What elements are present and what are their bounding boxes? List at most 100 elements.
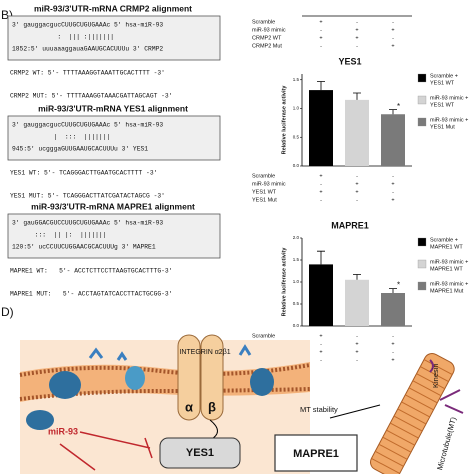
legend-swatch <box>417 117 427 127</box>
alignments: miR-93/3'UTR-mRNA CRMP2 alignment 3' gaug… <box>7 3 221 298</box>
table-cell: - <box>320 341 322 347</box>
alignment-box <box>7 115 221 161</box>
table-cell: + <box>319 173 322 179</box>
table-cell: + <box>355 341 358 347</box>
table-cell: + <box>391 341 394 347</box>
legend-label: miR-93 mimic + <box>430 117 468 123</box>
table-row-label: YES1 WT <box>252 189 277 195</box>
error-bar <box>389 288 397 293</box>
kinesin-label: Kinesin <box>431 363 440 388</box>
arrow <box>329 404 381 419</box>
protein <box>26 410 54 430</box>
table-cell: - <box>320 27 322 33</box>
legend-swatch <box>417 259 427 269</box>
beta-label: β <box>208 399 216 414</box>
error-bar <box>389 109 397 115</box>
kinesin-shape <box>429 359 464 414</box>
alignment-line: 3' gauGGACGUCCUUGCUGUGAAAc 5' hsa-miR-93 <box>12 220 163 227</box>
table-row-label: CRMP2 Mut <box>252 43 282 49</box>
panel-d: D) INTEGRIN α2β1 α β YES1 miR-93 MAPRE1 … <box>1 305 464 474</box>
wt-sequence: CRMP2 WT: 5'- TTTTAAAGGTAAATTGCACTTTT -3… <box>10 70 165 77</box>
y-tick-label: 1.5 <box>293 257 300 262</box>
microtubule-label: Microtubule(MT) <box>435 415 458 471</box>
bar <box>345 99 369 166</box>
alignment-line: 120:5' ucCCUUCUGGAACGCACUUUg 3' MAPRE1 <box>12 244 156 251</box>
mirna-label: miR-93 <box>48 426 78 436</box>
y-tick-label: 0.5 <box>293 134 300 139</box>
table-cell: - <box>356 197 358 203</box>
legend-swatch <box>417 73 427 83</box>
table-row-label: miR-93 mimic <box>252 181 286 187</box>
table-cell: - <box>320 181 322 187</box>
integrin-label: INTEGRIN α2β1 <box>179 349 230 356</box>
legend-label: YES1 WT <box>430 80 455 86</box>
table-cell: + <box>391 27 394 33</box>
mut-sequence: CRMP2 MUT: 5'- TTTTAAAGGTAAACGATTAGCAGT … <box>10 93 173 100</box>
microtubule <box>370 353 455 474</box>
table-cell: + <box>355 27 358 33</box>
legend-label: miR-93 mimic + <box>430 281 468 287</box>
y-tick-label: 0.0 <box>293 323 300 328</box>
alpha-label: α <box>185 399 193 414</box>
table-cell: - <box>392 333 394 339</box>
alignment-line: 1852:5' uuuaaaggauaGAAUGCACUUUu 3' CRMP2 <box>12 46 163 53</box>
error-bar <box>317 81 325 91</box>
table-cell: - <box>356 19 358 25</box>
table-cell: - <box>356 333 358 339</box>
mut-sequence: MAPRE1 MUT: 5'- ACCTAGTATCACCTTACTGCGG-3… <box>10 291 173 298</box>
error-bar <box>353 92 361 100</box>
table-cell: - <box>392 173 394 179</box>
mut-sequence: YES1 MUT: 5'- TCAGGGACTTATCGATACTAGCG -3… <box>10 193 165 200</box>
alignment-line: 945:5' ucgggaGUUGAAUGCACUUUu 3' YES1 <box>12 146 148 153</box>
mt-stability-label: MT stability <box>300 405 338 414</box>
y-tick-label: 2.0 <box>293 235 300 240</box>
table-row-label: Scramble <box>252 173 275 179</box>
inhibition <box>59 431 153 471</box>
bar <box>381 114 405 166</box>
y-tick-label: 1.0 <box>293 279 300 284</box>
chart-title: YES1 <box>338 56 361 66</box>
legend-swatch <box>417 237 427 247</box>
y-tick-label: 0.5 <box>293 301 300 306</box>
table-cell: + <box>391 181 394 187</box>
table-cell: + <box>319 35 322 41</box>
y-axis-label: Relative luciferase activity <box>281 247 287 317</box>
table-cell: + <box>319 333 322 339</box>
significance: * <box>397 281 400 290</box>
y-axis-label: Relative luciferase activity <box>281 85 287 155</box>
table-row-label: miR-93 mimic <box>252 27 286 33</box>
integrin-beta <box>200 334 224 421</box>
legend-label: MAPRE1 Mut <box>430 288 464 294</box>
legend-label: YES1 Mut <box>430 124 455 130</box>
table-row-label: Scramble <box>252 333 275 339</box>
alignment-line: ::: || |: ||||||| <box>12 232 106 239</box>
legend-label: Scramble + <box>430 73 458 79</box>
table-cell: - <box>392 19 394 25</box>
wt-sequence: YES1 WT: 5'- TCAGGGACTTGAATGCACTTTT -3' <box>10 170 157 177</box>
legend-label: YES1 WT <box>430 102 455 108</box>
table-cell: + <box>319 19 322 25</box>
table-row-label: CRMP2 WT <box>252 35 282 41</box>
chart-title: MAPRE1 <box>331 220 369 230</box>
y-tick-label: 1.0 <box>293 106 300 111</box>
table-cell: - <box>392 189 394 195</box>
significance: * <box>397 102 400 111</box>
table-cell: - <box>356 173 358 179</box>
microtubule-stripes <box>371 359 453 474</box>
mapre1-label: MAPRE1 <box>293 448 339 460</box>
legend-swatch <box>417 281 427 291</box>
legend-swatch <box>417 95 427 105</box>
legend-label: MAPRE1 WT <box>430 244 463 250</box>
table-cell: + <box>355 35 358 41</box>
alignment-title: miR-93/3'UTR-mRNA MAPRE1 alignment <box>31 201 195 211</box>
legend-label: MAPRE1 WT <box>430 266 463 272</box>
table-cell: + <box>391 197 394 203</box>
protein <box>49 371 81 399</box>
table-cell: - <box>392 35 394 41</box>
protein <box>125 366 145 390</box>
error-bar <box>353 274 361 280</box>
panel-label: D) <box>1 305 14 319</box>
table-cell: - <box>392 349 394 355</box>
table-cell: + <box>391 357 394 363</box>
yes1-label: YES1 <box>186 447 214 459</box>
